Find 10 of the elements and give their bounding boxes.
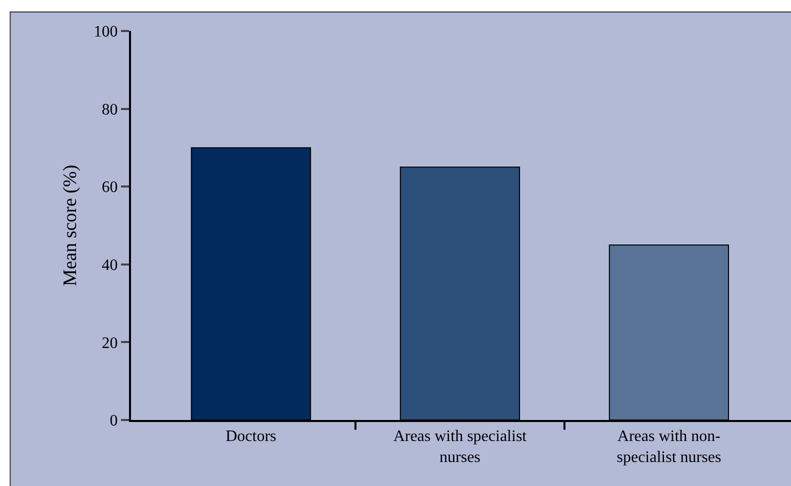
x-tick-label: Areas with non-specialist nurses <box>616 428 722 466</box>
y-tick-label: 80 <box>102 101 118 118</box>
y-tick-label: 40 <box>102 257 118 274</box>
y-tick-label: 0 <box>110 412 118 430</box>
x-tick-label: Areas with specialist nurses <box>393 428 528 466</box>
y-tick-label: 20 <box>102 334 118 352</box>
y-tick-label: 100 <box>94 24 118 41</box>
y-axis-title: Mean score (%) <box>60 164 82 286</box>
x-tick-label: Doctors <box>226 428 276 446</box>
y-tick-label: 60 <box>102 179 118 196</box>
